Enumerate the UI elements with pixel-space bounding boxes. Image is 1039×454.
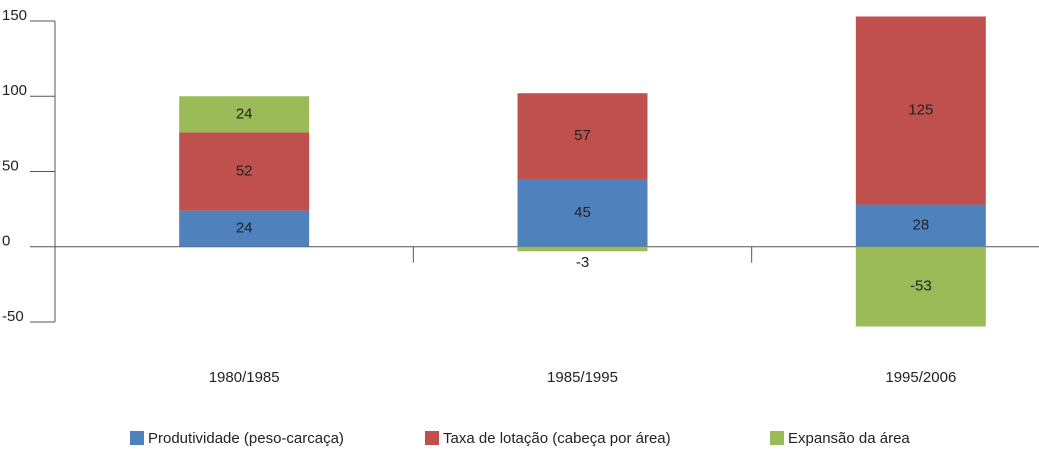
y-tick-label: 0 bbox=[2, 233, 10, 250]
x-tick-label: 1995/2006 bbox=[885, 369, 956, 386]
legend-label: Taxa de lotação (cabeça por área) bbox=[443, 430, 671, 447]
legend-label: Produtividade (peso-carcaça) bbox=[148, 430, 344, 447]
bar-segment bbox=[855, 246, 986, 327]
bar-segment bbox=[179, 210, 310, 247]
data-label: 57 bbox=[574, 127, 591, 144]
bar-segment bbox=[179, 132, 310, 211]
legend-swatch bbox=[130, 431, 144, 445]
y-tick-label: -50 bbox=[2, 308, 24, 325]
x-tick-label: 1985/1995 bbox=[547, 369, 618, 386]
bar-segment bbox=[855, 204, 986, 247]
y-tick-label: 50 bbox=[2, 157, 19, 174]
data-label: -3 bbox=[576, 254, 589, 271]
data-label: 125 bbox=[908, 102, 933, 119]
bar-segment bbox=[179, 96, 310, 133]
y-tick-label: 150 bbox=[2, 7, 27, 24]
bar-segment bbox=[517, 246, 648, 252]
data-label: 28 bbox=[912, 217, 929, 234]
bar-segment bbox=[517, 93, 648, 180]
data-label: -53 bbox=[910, 278, 932, 295]
legend-swatch bbox=[425, 431, 439, 445]
y-tick-label: 100 bbox=[2, 82, 27, 99]
data-label: 52 bbox=[236, 162, 253, 179]
data-label: 45 bbox=[574, 204, 591, 221]
data-label: 24 bbox=[236, 220, 253, 237]
bar-segment bbox=[517, 179, 648, 247]
legend-swatch bbox=[770, 431, 784, 445]
bar-segment bbox=[855, 16, 986, 205]
x-tick-label: 1980/1985 bbox=[209, 369, 280, 386]
legend-label: Expansão da área bbox=[788, 430, 910, 447]
data-label: 24 bbox=[236, 105, 253, 122]
